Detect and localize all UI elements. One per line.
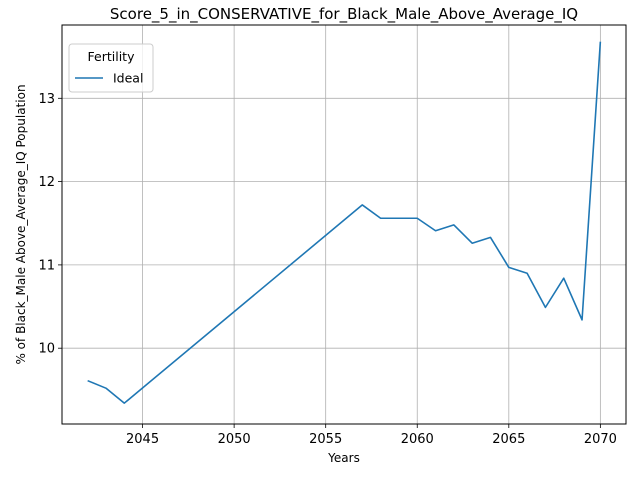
x-tick-label: 2060 xyxy=(401,432,434,447)
y-tick-label: 10 xyxy=(38,342,55,357)
legend-label-ideal: Ideal xyxy=(113,71,143,86)
x-tick-label: 2045 xyxy=(126,432,159,447)
x-axis-label: Years xyxy=(327,451,360,465)
x-tick-label: 2070 xyxy=(584,432,617,447)
x-tick-label: 2055 xyxy=(309,432,342,447)
y-tick-label: 12 xyxy=(38,175,55,190)
y-tick-label: 13 xyxy=(38,92,55,107)
chart-title: Score_5_in_CONSERVATIVE_for_Black_Male_A… xyxy=(110,5,578,24)
y-axis-label: % of Black_Male Above_Average_IQ Populat… xyxy=(14,84,28,364)
x-tick-label: 2065 xyxy=(492,432,525,447)
legend-title: Fertility xyxy=(88,49,136,64)
x-tick-label: 2050 xyxy=(218,432,251,447)
y-tick-label: 11 xyxy=(38,258,55,273)
legend: Fertility Ideal xyxy=(69,44,153,92)
